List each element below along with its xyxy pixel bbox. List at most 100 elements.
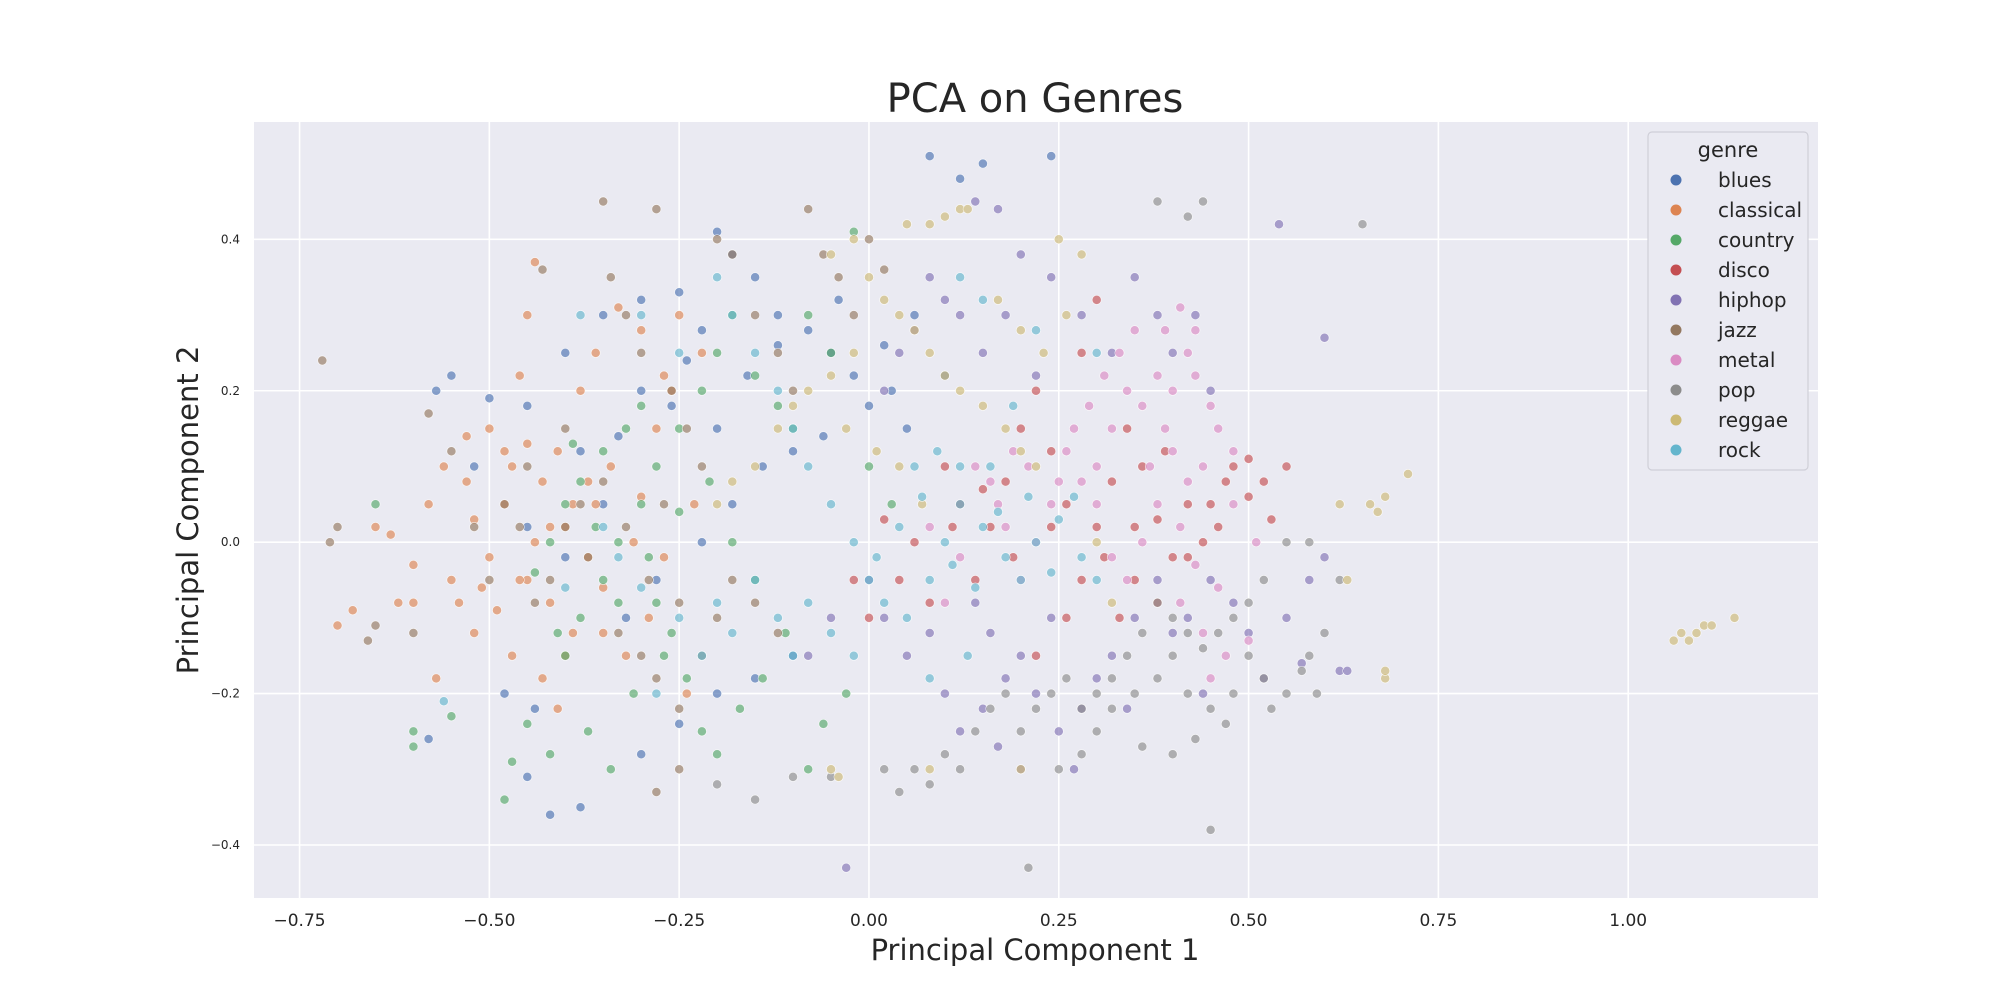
data-point-blues: [423, 734, 434, 744]
data-point-disco: [947, 522, 958, 532]
data-point-rock: [993, 506, 1003, 517]
data-point-metal: [1084, 400, 1095, 411]
data-point-country: [757, 673, 768, 684]
data-point-metal: [970, 461, 981, 472]
data-point-pop: [1266, 703, 1277, 714]
data-point-blues: [666, 400, 677, 411]
legend-label: metal: [1718, 348, 1775, 372]
data-point-metal: [1091, 499, 1102, 510]
data-point-disco: [1243, 453, 1254, 464]
legend-marker: [1670, 354, 1682, 366]
data-point-reggae: [1668, 635, 1679, 646]
data-point-rock: [674, 612, 685, 623]
data-point-blues: [712, 423, 723, 434]
data-point-reggae: [772, 423, 783, 434]
data-point-hiphop: [1167, 628, 1178, 638]
data-point-blues: [977, 158, 988, 169]
data-point-country: [681, 673, 692, 684]
data-point-pop: [1053, 764, 1064, 775]
data-point-disco: [1076, 575, 1087, 585]
x-axis-label: Principal Component 1: [871, 933, 1200, 967]
data-point-jazz: [423, 408, 434, 419]
data-point-pop: [1106, 673, 1117, 684]
data-point-jazz: [408, 628, 419, 638]
data-point-rock: [955, 461, 966, 472]
data-point-jazz: [317, 355, 328, 366]
data-point-pop: [1122, 650, 1133, 661]
data-point-disco: [1167, 552, 1178, 563]
data-point-disco: [1061, 499, 1072, 510]
data-point-jazz: [560, 522, 571, 532]
legend-title: genre: [1698, 138, 1759, 162]
data-point-disco: [1258, 476, 1269, 487]
data-point-reggae: [924, 219, 935, 230]
data-point-hiphop: [826, 612, 836, 623]
data-point-rock: [598, 522, 609, 532]
data-point-pop: [1031, 703, 1041, 714]
data-point-metal: [1091, 461, 1102, 472]
data-point-reggae: [1031, 461, 1041, 472]
legend-marker: [1670, 204, 1682, 216]
data-point-country: [704, 476, 715, 487]
x-axis-ticks: −0.75 −0.50 −0.25 0.00 0.25 0.50 0.75 1.00: [273, 911, 1647, 931]
data-point-country: [529, 567, 540, 578]
data-point-blues: [879, 340, 890, 351]
data-point-classical: [438, 461, 449, 472]
data-point-disco: [1198, 537, 1208, 548]
data-point-metal: [1190, 559, 1201, 570]
data-point-metal: [1213, 423, 1224, 434]
data-point-classical: [636, 325, 647, 336]
data-point-reggae: [1683, 635, 1694, 646]
data-point-jazz: [727, 249, 738, 260]
data-point-hiphop: [1152, 575, 1163, 585]
data-point-jazz: [598, 196, 609, 207]
data-point-jazz: [446, 446, 457, 457]
data-point-rock: [879, 597, 890, 608]
data-point-jazz: [674, 703, 685, 714]
data-point-reggae: [901, 219, 912, 230]
data-point-rock: [1091, 575, 1102, 585]
data-point-rock: [727, 310, 738, 321]
data-point-disco: [1015, 423, 1026, 434]
data-point-disco: [1091, 294, 1102, 305]
data-point-country: [636, 499, 647, 510]
data-point-rock: [1031, 537, 1041, 548]
data-point-metal: [1137, 400, 1148, 411]
data-point-classical: [689, 499, 700, 510]
data-point-disco: [1122, 423, 1133, 434]
data-point-blues: [636, 749, 647, 760]
data-point-blues: [696, 537, 707, 548]
data-point-jazz: [583, 552, 594, 563]
data-point-pop: [1167, 612, 1178, 623]
data-point-country: [575, 476, 586, 487]
data-point-jazz: [651, 204, 662, 215]
data-point-country: [499, 794, 510, 805]
legend-item-rock: rock: [1670, 438, 1761, 462]
data-point-rock: [750, 347, 761, 358]
data-point-reggae: [803, 385, 814, 396]
data-point-pop: [1182, 211, 1193, 222]
data-point-hiphop: [803, 650, 814, 661]
data-point-country: [545, 537, 556, 548]
data-point-metal: [1228, 499, 1239, 510]
data-point-hiphop: [1031, 370, 1041, 381]
data-point-metal: [1076, 476, 1087, 487]
data-point-jazz: [469, 522, 480, 532]
data-point-country: [841, 688, 852, 699]
data-point-disco: [848, 575, 859, 585]
x-tick-label: 0.75: [1419, 911, 1457, 931]
data-point-jazz: [674, 597, 685, 608]
data-point-metal: [1122, 385, 1133, 396]
data-point-hiphop: [1053, 726, 1064, 737]
data-point-country: [552, 628, 563, 638]
data-point-classical: [484, 552, 495, 563]
data-point-rock: [1091, 347, 1102, 358]
data-point-blues: [674, 287, 685, 298]
legend-label: blues: [1718, 168, 1772, 192]
series-jazz: [317, 196, 890, 797]
data-point-classical: [659, 370, 669, 381]
data-point-country: [598, 575, 609, 585]
data-point-hiphop: [879, 385, 890, 396]
data-point-rock: [1046, 567, 1057, 578]
data-point-rock: [712, 272, 723, 283]
